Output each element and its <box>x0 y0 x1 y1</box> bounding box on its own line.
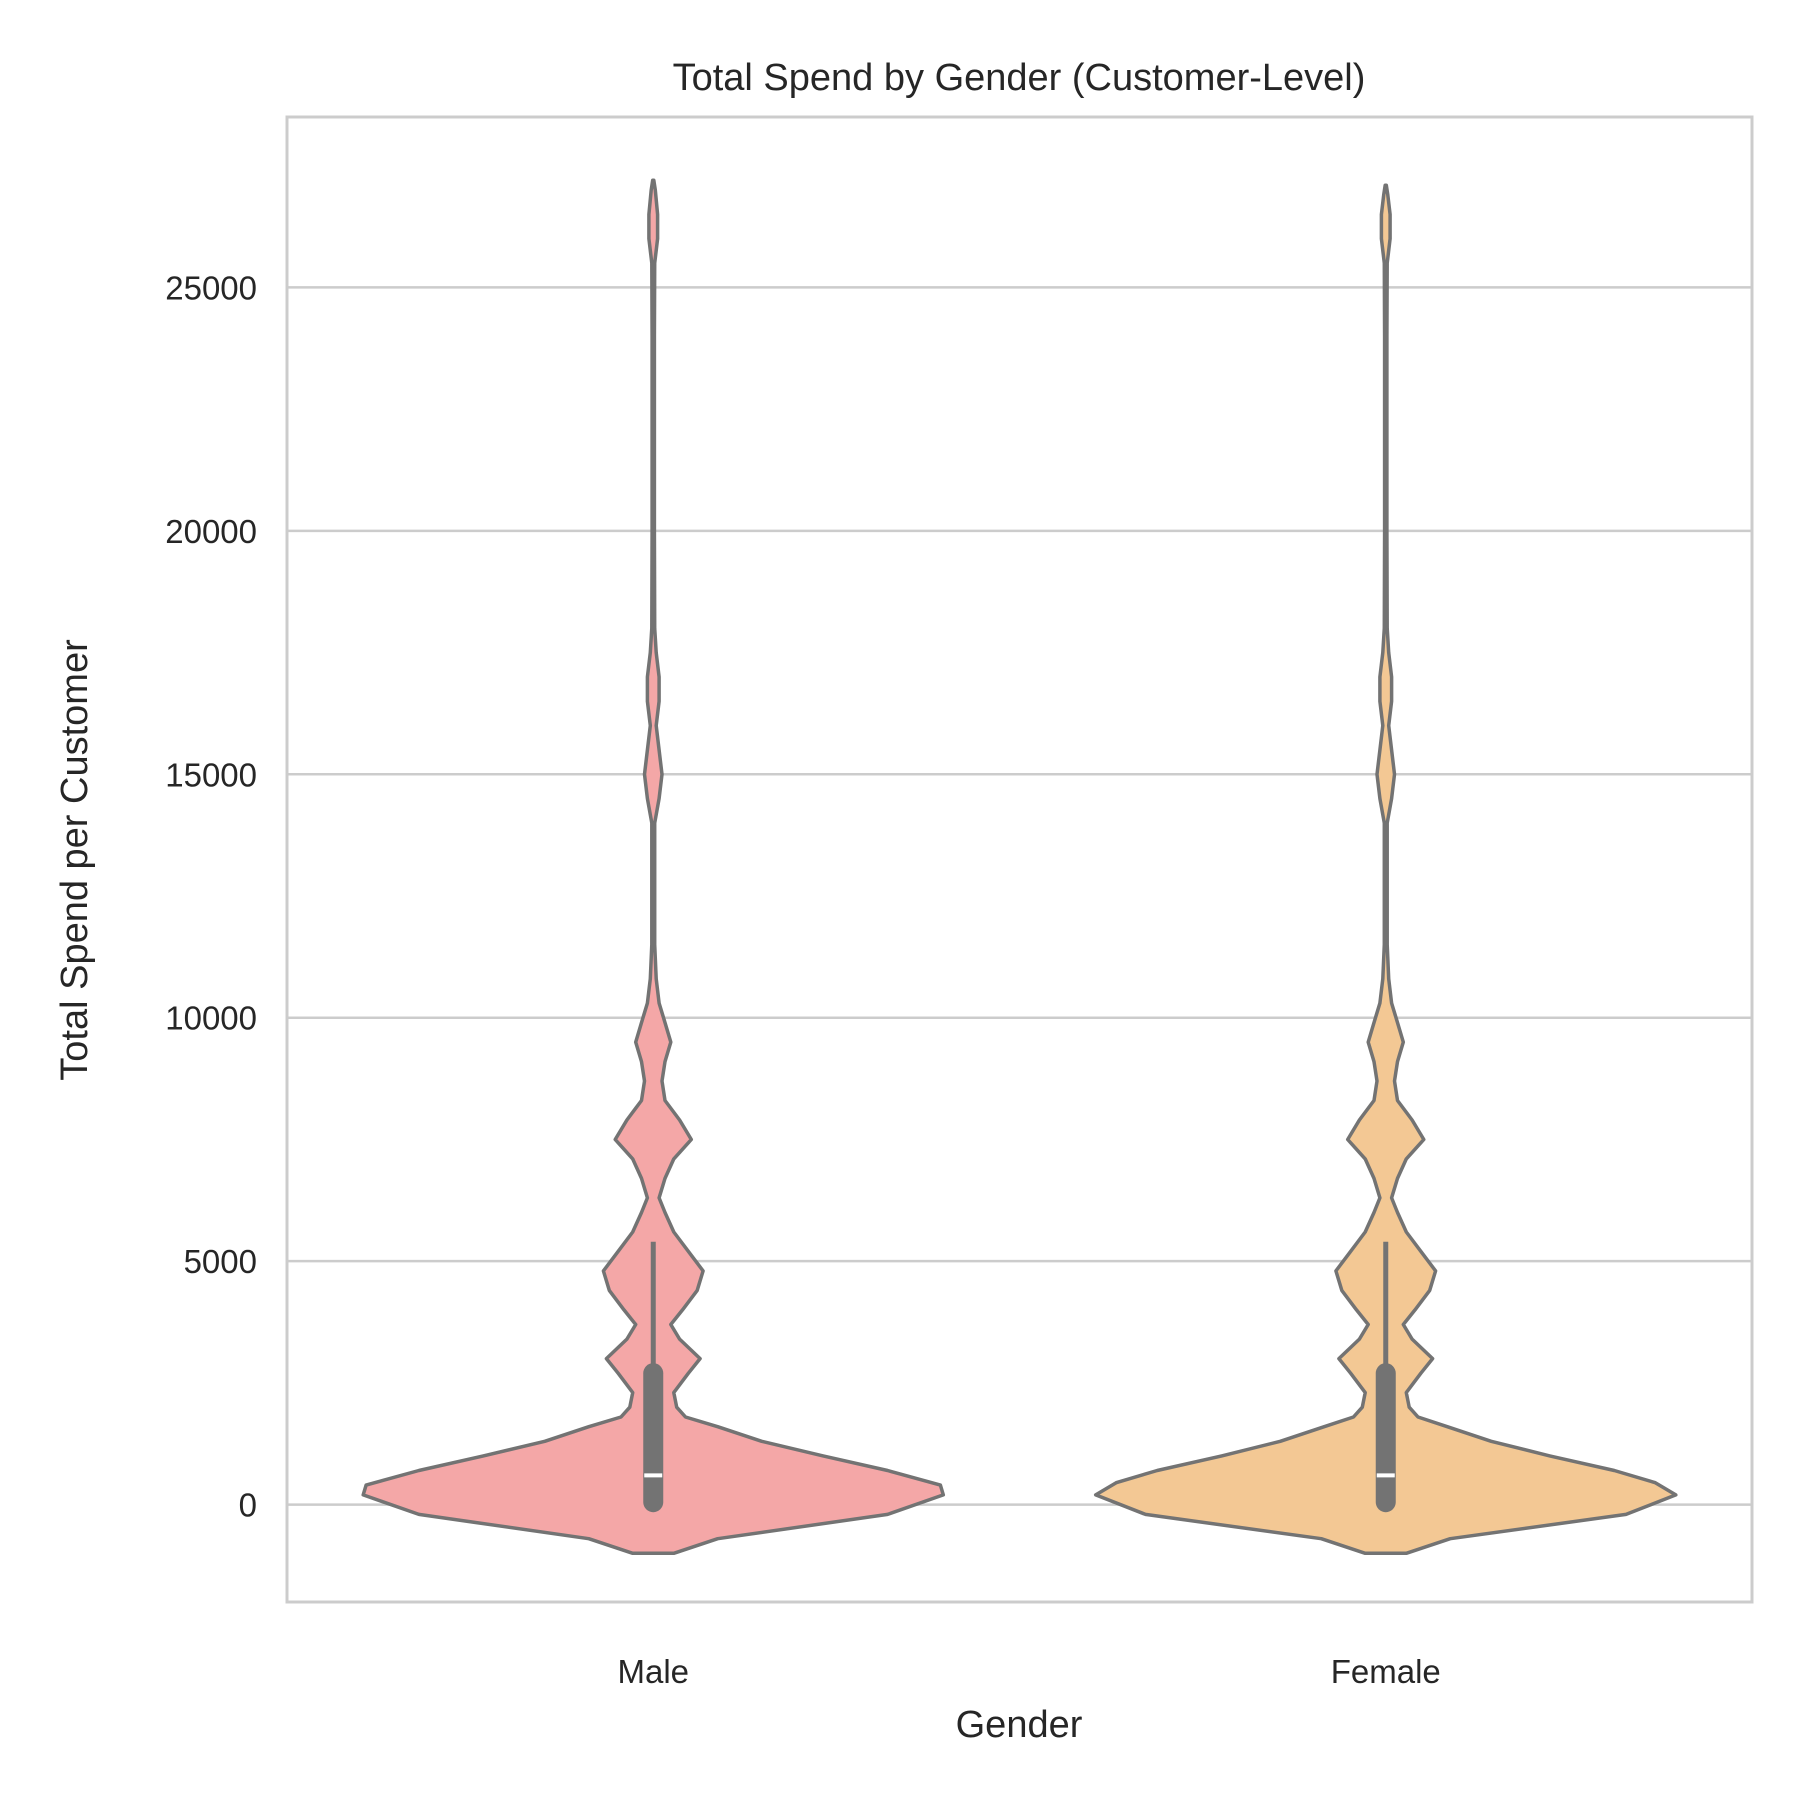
violin-female <box>1093 183 1678 1556</box>
y-tick-label-20000: 20000 <box>165 513 257 550</box>
y-tick-labels: 0 5000 10000 15000 20000 25000 <box>165 269 257 1523</box>
x-tick-label-female: Female <box>1331 1653 1441 1690</box>
y-tick-label-15000: 15000 <box>165 756 257 793</box>
y-tick-label-5000: 5000 <box>184 1243 257 1280</box>
plot-frame <box>285 115 1754 1604</box>
y-tick-label-25000: 25000 <box>165 269 257 306</box>
chart-title: Total Spend by Gender (Customer-Level) <box>673 57 1366 99</box>
x-tick-labels: Male Female <box>617 1653 1440 1690</box>
x-tick-label-male: Male <box>617 1653 689 1690</box>
violin-male <box>361 178 946 1556</box>
violin-body-male <box>361 178 946 1556</box>
x-axis-label: Gender <box>956 1704 1083 1746</box>
violin-body-female <box>1093 183 1678 1556</box>
y-axis-label: Total Spend per Customer <box>54 639 96 1081</box>
y-tick-label-10000: 10000 <box>165 1000 257 1037</box>
y-tick-label-0: 0 <box>239 1487 257 1524</box>
y-gridlines <box>287 286 1752 1506</box>
violins <box>361 178 1678 1556</box>
